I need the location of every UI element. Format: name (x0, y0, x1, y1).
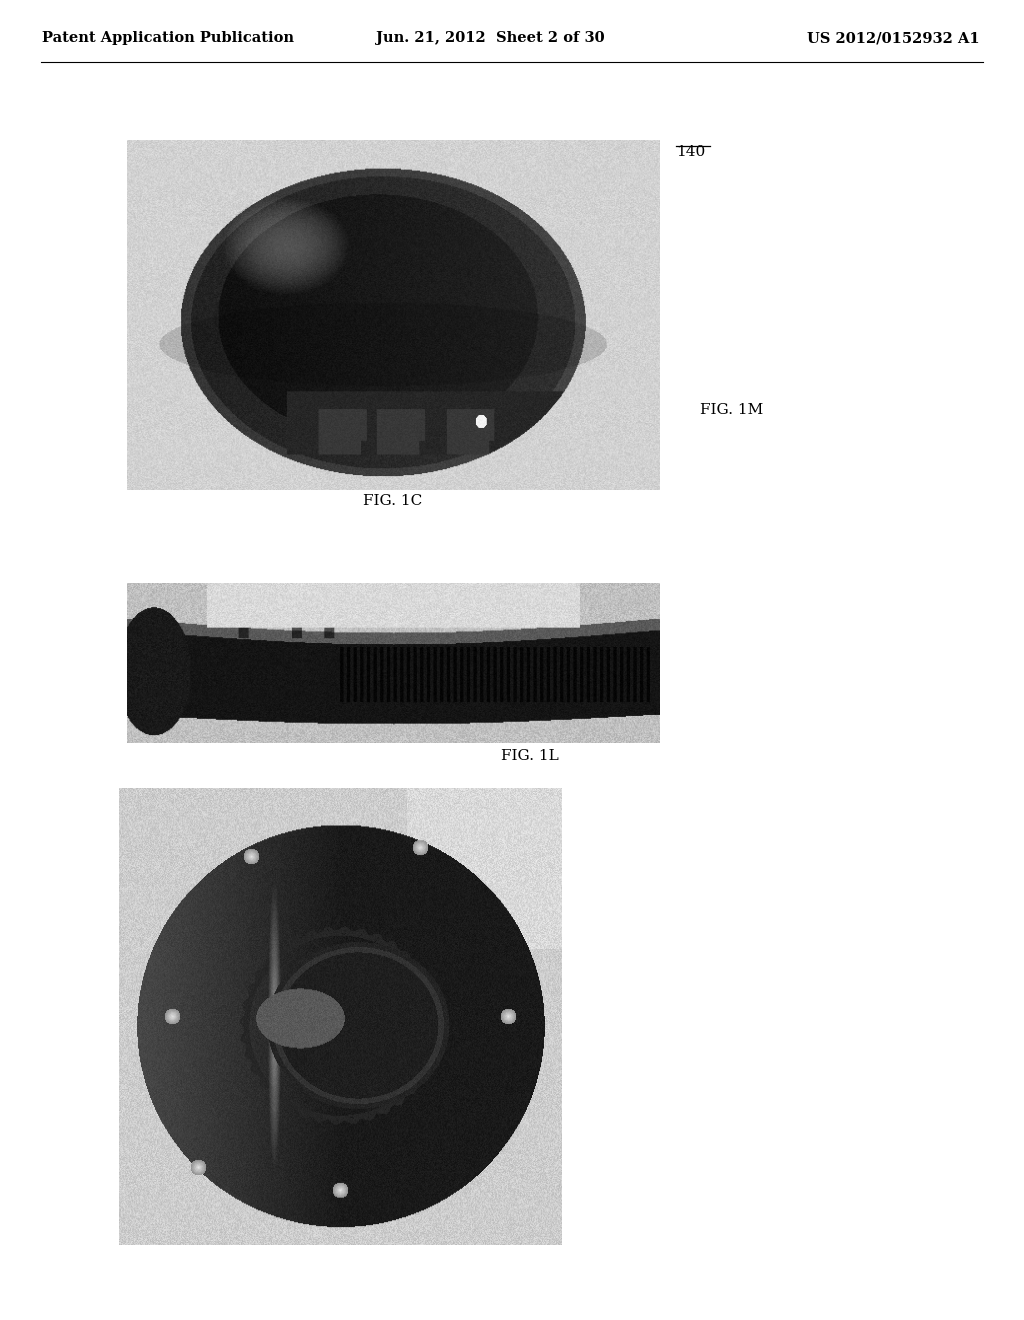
Text: 140: 140 (676, 145, 706, 158)
Text: Jun. 21, 2012  Sheet 2 of 30: Jun. 21, 2012 Sheet 2 of 30 (376, 30, 604, 45)
Text: FIG. 1M: FIG. 1M (700, 403, 763, 417)
Text: FIG. 1C: FIG. 1C (364, 494, 423, 508)
Text: FIG. 1L: FIG. 1L (501, 748, 559, 763)
Text: US 2012/0152932 A1: US 2012/0152932 A1 (807, 30, 980, 45)
Text: Patent Application Publication: Patent Application Publication (42, 30, 294, 45)
